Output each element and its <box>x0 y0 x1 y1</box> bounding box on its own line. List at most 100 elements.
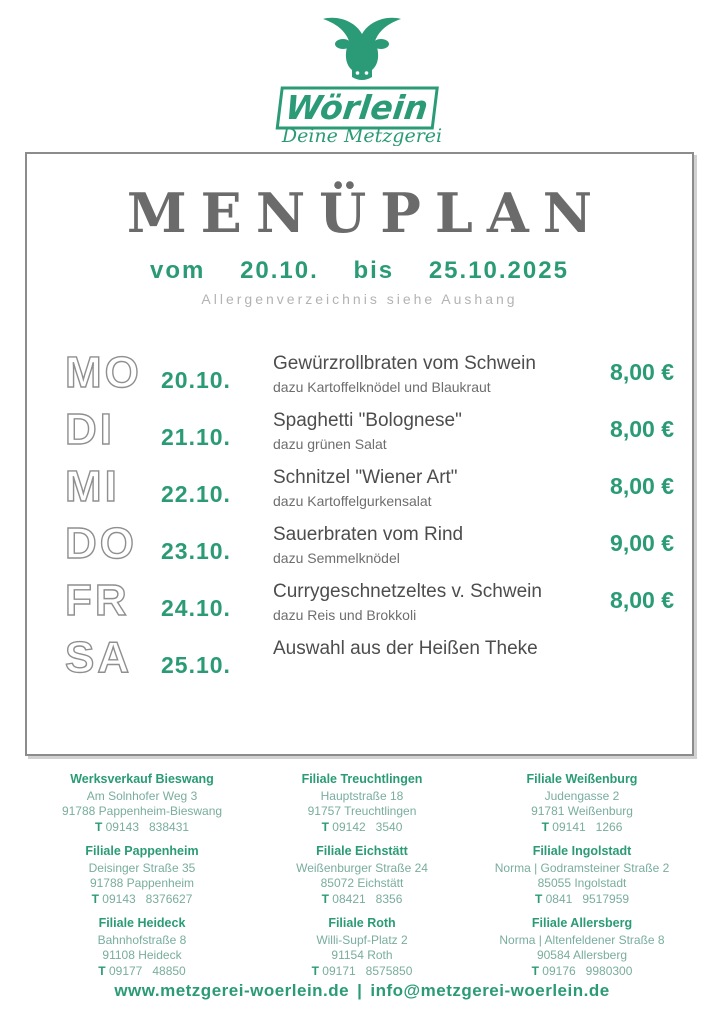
location-city: 91781 Weißenburg <box>531 804 633 818</box>
day-abbreviation: MO <box>64 348 142 398</box>
location-card: Filiale Roth Willi-Supf-Platz 2 91154 Ro… <box>252 916 472 979</box>
dish-name: Currygeschnetzeltes v. Schwein <box>273 581 542 603</box>
date-range-from: 20.10. <box>240 257 319 285</box>
day-date: 23.10. <box>161 538 231 565</box>
location-phone: T 09142 3540 <box>252 820 472 836</box>
dish-side: dazu Reis und Brokkoli <box>273 607 417 624</box>
menu-row: DO 23.10. Sauerbraten vom Rind dazu Semm… <box>64 521 674 579</box>
phone-label: T <box>311 963 319 978</box>
location-card: Filiale Allersberg Norma | Altenfeldener… <box>472 916 692 979</box>
location-street: Deisinger Straße 35 <box>88 860 196 875</box>
location-name: Filiale Allersberg <box>531 916 633 930</box>
date-range-vom-label: vom <box>150 257 206 285</box>
dish-name: Auswahl aus der Heißen Theke <box>273 638 538 660</box>
location-card: Filiale Ingolstadt Norma | Godramsteiner… <box>472 844 692 907</box>
location-name: Filiale Eichstätt <box>316 844 408 858</box>
location-card: Filiale Heideck Bahnhofstraße 8 91108 He… <box>32 916 252 979</box>
locations-grid: Werksverkauf Bieswang Am Solnhofer Weg 3… <box>32 772 692 979</box>
dish-side: dazu Kartoffelknödel und Blaukraut <box>273 379 491 396</box>
dish-side: dazu grünen Salat <box>273 436 387 453</box>
phone-label: T <box>534 891 543 906</box>
location-name: Filiale Treuchtlingen <box>301 772 423 786</box>
email-text: info@metzgerei-woerlein.de <box>370 981 610 1000</box>
date-range-bis-label: bis <box>353 257 395 285</box>
dish-cell: Gewürzrollbraten vom Schwein dazu Kartof… <box>273 351 578 395</box>
day-date: 20.10. <box>161 367 231 394</box>
location-phone: T 09143 8376627 <box>32 892 252 908</box>
phone-number: 09143 838431 <box>105 819 190 834</box>
dish-side: dazu Semmelknödel <box>273 550 400 567</box>
phone-label: T <box>94 819 103 834</box>
location-street: Bahnhofstraße 8 <box>97 932 187 947</box>
contact-separator: | <box>357 981 363 1000</box>
page-title: MENÜPLAN <box>126 181 607 245</box>
brand-logo: Wörlein Deine Metzgerei <box>0 8 724 146</box>
menu-row: MI 22.10. Schnitzel "Wiener Art" dazu Ka… <box>64 462 674 522</box>
dish-name: Gewürzrollbraten vom Schwein <box>273 353 536 375</box>
phone-label: T <box>541 819 549 834</box>
location-city: 91154 Roth <box>331 948 393 962</box>
location-phone: T 0841 9517959 <box>472 892 692 908</box>
phone-number: 0841 9517959 <box>545 891 630 906</box>
phone-number: 09142 3540 <box>332 819 403 834</box>
location-phone: T 09176 9980300 <box>472 964 692 980</box>
contact-line: www.metzgerei-woerlein.de | info@metzgerei… <box>0 981 724 1001</box>
dish-name: Schnitzel "Wiener Art" <box>273 467 458 489</box>
phone-number: 09171 8575850 <box>322 963 413 978</box>
dish-cell: Currygeschnetzeltes v. Schwein dazu Reis… <box>273 579 578 623</box>
dish-price: 9,00 € <box>610 530 674 557</box>
dish-price: 8,00 € <box>610 359 674 386</box>
location-phone: T 09141 1266 <box>472 820 692 836</box>
dish-name: Sauerbraten vom Rind <box>273 524 464 546</box>
day-abbreviation: MI <box>64 462 120 512</box>
location-card: Filiale Weißenburg Judengasse 2 91781 We… <box>472 772 692 835</box>
day-date: 24.10. <box>161 595 231 622</box>
menu-rows: MO 20.10. Gewürzrollbraten vom Schwein d… <box>27 348 692 693</box>
date-range: vom 20.10. bis 25.10.2025 <box>27 257 692 285</box>
location-street: Norma | Godramsteiner Straße 2 <box>494 860 670 875</box>
location-street: Judengasse 2 <box>544 788 620 803</box>
day-abbreviation: FR <box>64 576 130 626</box>
location-street: Norma | Altenfeldener Straße 8 <box>499 932 665 947</box>
phone-number: 09141 1266 <box>552 819 623 834</box>
menu-card: MENÜPLAN vom 20.10. bis 25.10.2025 Aller… <box>25 152 694 756</box>
brand-wordmark: Wörlein <box>275 86 439 130</box>
location-city: 90584 Allersberg <box>536 948 628 962</box>
day-date: 25.10. <box>161 652 231 679</box>
location-street: Hauptstraße 18 <box>320 788 404 803</box>
location-street: Am Solnhofer Weg 3 <box>86 788 198 803</box>
phone-number: 08421 8356 <box>332 891 403 906</box>
dish-price: 8,00 € <box>610 587 674 614</box>
location-city: 91788 Pappenheim <box>89 876 195 890</box>
location-phone: T 09171 8575850 <box>252 964 472 980</box>
location-city: 85072 Eichstätt <box>320 876 404 890</box>
allergen-note: Allergenverzeichnis siehe Aushang <box>201 291 518 308</box>
location-street: Weißenburger Straße 24 <box>296 860 428 875</box>
day-abbreviation: DI <box>64 405 115 455</box>
svg-text:Wörlein: Wörlein <box>283 88 430 127</box>
phone-number: 09177 48850 <box>108 963 186 978</box>
phone-label: T <box>98 963 106 978</box>
date-range-to: 25.10.2025 <box>428 257 569 285</box>
location-phone: T 09143 838431 <box>32 820 252 836</box>
dish-cell: Auswahl aus der Heißen Theke <box>273 636 578 664</box>
location-card: Werksverkauf Bieswang Am Solnhofer Weg 3… <box>32 772 252 835</box>
phone-label: T <box>531 963 539 978</box>
dish-price <box>578 636 674 644</box>
location-city: 91757 Treuchtlingen <box>307 804 417 818</box>
brand-tagline: Deine Metzgerei <box>281 125 442 146</box>
location-city: 85055 Ingolstadt <box>537 876 627 890</box>
phone-label: T <box>321 819 329 834</box>
dish-name: Spaghetti "Bolognese" <box>273 410 462 432</box>
dish-price: 8,00 € <box>610 473 674 500</box>
phone-label: T <box>321 891 329 906</box>
website-text: www.metzgerei-woerlein.de <box>114 981 350 1000</box>
location-name: Filiale Weißenburg <box>526 772 638 786</box>
menu-row: FR 24.10. Currygeschnetzeltes v. Schwein… <box>64 576 674 636</box>
phone-number: 09176 9980300 <box>542 963 633 978</box>
location-street: Willi-Supf-Platz 2 <box>316 932 408 947</box>
dish-cell: Spaghetti "Bolognese" dazu grünen Salat <box>273 408 578 452</box>
location-name: Filiale Heideck <box>98 916 186 930</box>
day-date: 22.10. <box>161 481 231 508</box>
phone-number: 09143 8376627 <box>102 891 193 906</box>
